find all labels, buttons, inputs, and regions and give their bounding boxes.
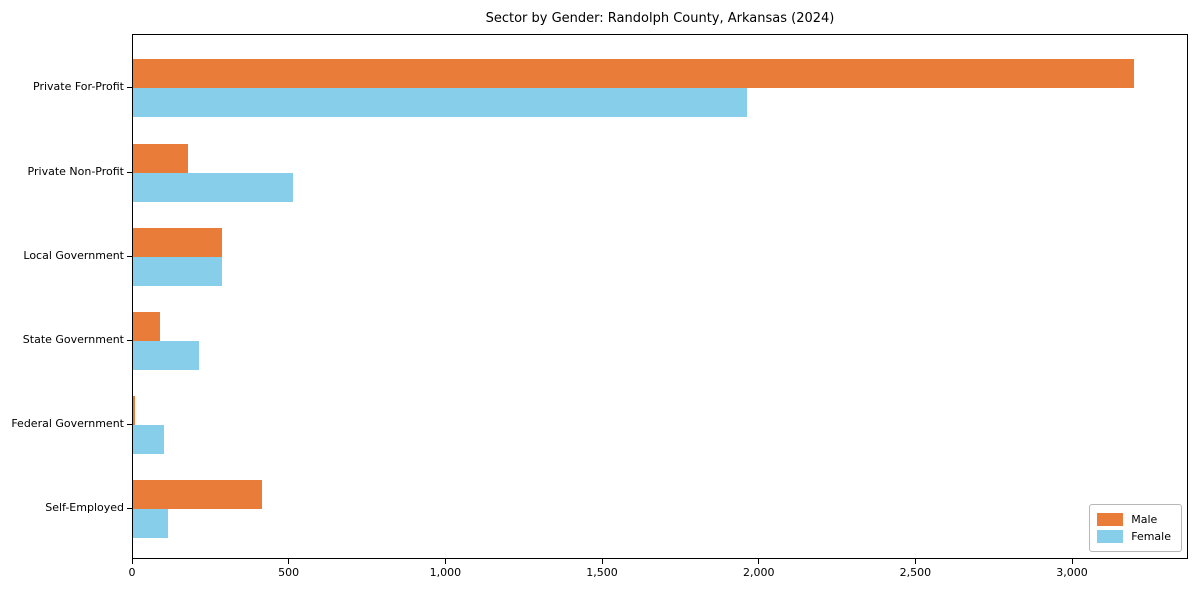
x-tick-label-0: 0	[128, 566, 136, 579]
bar-male-state-government	[133, 311, 160, 341]
legend-label-female: Female	[1131, 530, 1171, 543]
y-axis-label-federal-government: Federal Government	[11, 417, 124, 431]
x-tick-label-3000: 3,000	[1056, 566, 1088, 579]
bar-female-federal-government	[133, 425, 165, 455]
legend-swatch-female	[1097, 530, 1124, 543]
x-tick-label-1000: 1,000	[429, 566, 462, 579]
y-tick-mark	[127, 424, 132, 426]
x-tick-label-2500: 2,500	[899, 566, 932, 579]
y-tick-mark	[127, 508, 132, 510]
legend-item-female: Female	[1097, 528, 1171, 545]
y-axis-label-state-government: State Government	[22, 332, 124, 346]
y-tick-mark	[127, 255, 132, 257]
plot-area: Male Female	[132, 34, 1188, 559]
bar-male-private-for-profit	[133, 59, 1134, 89]
x-tick-mark	[444, 559, 446, 564]
bar-female-local-government	[133, 256, 223, 286]
x-tick-mark	[131, 559, 133, 564]
y-axis-label-self-employed: Self-Employed	[45, 501, 124, 515]
legend-label-male: Male	[1131, 513, 1158, 526]
x-tick-mark	[1071, 559, 1073, 564]
bar-female-self-employed	[133, 509, 169, 539]
x-tick-label-1500: 1,500	[586, 566, 618, 579]
x-tick-label-500: 500	[278, 566, 300, 579]
bar-female-private-non-profit	[133, 172, 293, 202]
y-axis-label-private-for-profit: Private For-Profit	[33, 80, 124, 94]
chart-title: Sector by Gender: Randolph County, Arkan…	[485, 11, 835, 26]
y-tick-mark	[127, 87, 132, 89]
bar-male-federal-government	[133, 396, 135, 426]
y-tick-mark	[127, 171, 132, 173]
x-tick-label-2000: 2,000	[742, 566, 775, 579]
bars-layer	[133, 35, 1187, 558]
bar-male-private-non-profit	[133, 143, 188, 173]
bar-female-private-for-profit	[133, 88, 747, 118]
y-axis-label-private-non-profit: Private Non-Profit	[27, 164, 124, 178]
y-axis-label-local-government: Local Government	[23, 248, 124, 262]
bar-female-state-government	[133, 340, 199, 370]
bar-male-self-employed	[133, 480, 263, 510]
x-tick-mark	[288, 559, 290, 564]
legend-item-male: Male	[1097, 511, 1171, 528]
legend-swatch-male	[1097, 513, 1124, 526]
x-tick-mark	[914, 559, 916, 564]
legend: Male Female	[1089, 504, 1182, 552]
x-tick-mark	[601, 559, 603, 564]
bar-male-local-government	[133, 227, 223, 257]
x-tick-mark	[758, 559, 760, 564]
y-tick-mark	[127, 339, 132, 341]
